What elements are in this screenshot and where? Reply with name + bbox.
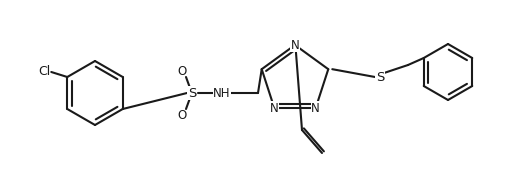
Text: S: S — [188, 87, 196, 100]
Text: S: S — [376, 70, 384, 83]
Text: O: O — [177, 108, 187, 122]
Text: NH: NH — [213, 87, 231, 100]
Text: N: N — [270, 102, 279, 115]
Text: N: N — [291, 38, 299, 51]
Text: N: N — [311, 102, 320, 115]
Text: Cl: Cl — [38, 65, 50, 78]
Text: O: O — [177, 65, 187, 78]
